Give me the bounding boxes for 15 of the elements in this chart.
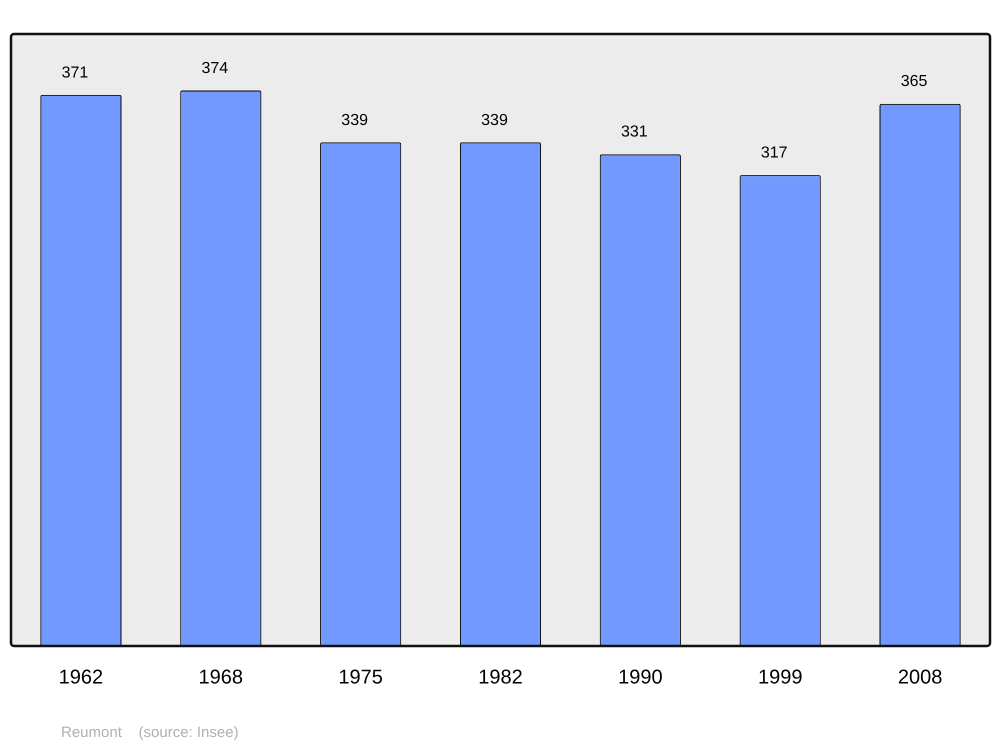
x-tick-label: 1982: [478, 666, 523, 689]
data-label: 317: [760, 144, 788, 162]
x-tick-label: 1990: [618, 666, 663, 689]
x-tick-label: 2008: [898, 666, 942, 689]
x-tick-label: 1999: [758, 666, 802, 689]
data-label: 339: [341, 112, 368, 129]
data-label: 365: [900, 73, 928, 90]
text: Reumont (source: Insee): [61, 724, 239, 741]
x-tick-label: 1962: [58, 666, 104, 689]
x-tick-label: 1968: [198, 666, 244, 689]
data-label: 331: [621, 124, 648, 141]
data-label: 374: [201, 60, 228, 77]
data-label: 371: [62, 64, 88, 82]
data-label: 339: [481, 112, 508, 129]
x-tick-label: 1975: [338, 666, 383, 689]
